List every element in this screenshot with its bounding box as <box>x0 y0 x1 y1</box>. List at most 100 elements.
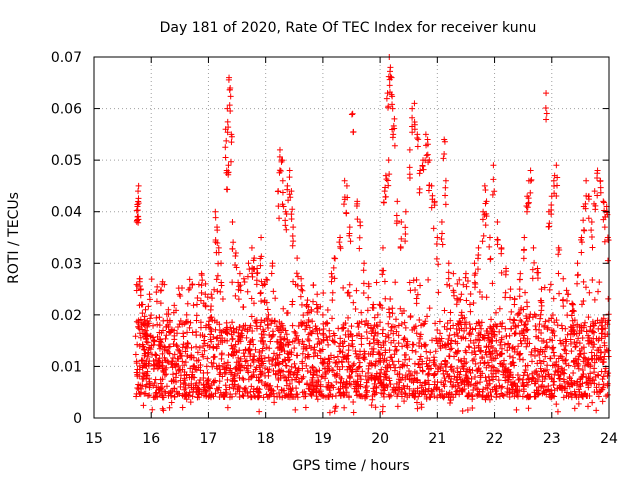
data-point <box>193 312 200 319</box>
background-point <box>144 339 151 346</box>
background-point <box>279 322 286 329</box>
background-point <box>462 319 469 326</box>
data-point <box>151 361 158 368</box>
background-point <box>302 326 309 333</box>
background-point <box>453 329 460 336</box>
background-point <box>227 324 234 331</box>
background-point <box>345 289 352 296</box>
background-point <box>299 320 306 327</box>
y-tick-label: 0 <box>73 411 82 427</box>
y-tick-label: 0.03 <box>51 256 82 272</box>
background-point <box>135 323 142 330</box>
data-point <box>183 318 190 325</box>
background-point <box>369 345 376 352</box>
background-point <box>515 376 522 383</box>
background-point <box>410 277 417 284</box>
data-point <box>269 262 276 269</box>
background-point <box>325 355 332 362</box>
background-point <box>248 383 255 390</box>
background-point <box>193 357 200 364</box>
background-point <box>289 376 296 383</box>
background-point <box>399 361 406 368</box>
data-point <box>394 198 401 205</box>
background-point <box>588 338 595 345</box>
data-point <box>585 193 592 200</box>
background-point <box>358 309 365 316</box>
background-point <box>150 322 157 329</box>
data-point <box>523 208 530 215</box>
background-point <box>132 333 139 340</box>
data-point <box>276 153 283 160</box>
background-point <box>504 368 511 375</box>
background-point <box>143 372 150 379</box>
data-point <box>288 188 295 195</box>
background-point <box>496 305 503 312</box>
background-point <box>296 379 303 386</box>
data-point <box>417 167 424 174</box>
background-point <box>562 336 569 343</box>
background-point <box>522 327 529 334</box>
data-point <box>429 192 436 199</box>
background-point <box>235 296 242 303</box>
data-point <box>525 200 532 207</box>
background-point <box>252 346 259 353</box>
data-point <box>289 232 296 239</box>
background-point <box>222 329 229 336</box>
background-point <box>436 364 443 371</box>
background-point <box>339 349 346 356</box>
background-point <box>157 300 164 307</box>
background-point <box>528 351 535 358</box>
background-point <box>562 356 569 363</box>
data-point <box>386 171 393 178</box>
background-point <box>413 295 420 302</box>
data-point <box>384 177 391 184</box>
background-point <box>570 322 577 329</box>
background-point <box>441 307 448 314</box>
background-point <box>258 360 265 367</box>
data-point <box>527 189 534 196</box>
data-point <box>439 241 446 248</box>
background-point <box>208 314 215 321</box>
background-point <box>579 380 586 387</box>
background-point <box>247 339 254 346</box>
data-point <box>165 328 172 335</box>
background-point <box>546 336 553 343</box>
background-point <box>593 384 600 391</box>
background-point <box>200 392 207 399</box>
background-point <box>414 405 421 412</box>
background-point <box>338 359 345 366</box>
background-point <box>511 330 518 337</box>
background-point <box>278 367 285 374</box>
background-point <box>234 386 241 393</box>
background-point <box>254 356 261 363</box>
data-point <box>537 311 544 318</box>
background-point <box>540 358 547 365</box>
background-point <box>506 353 513 360</box>
background-point <box>276 327 283 334</box>
background-point <box>200 337 207 344</box>
background-point <box>497 339 504 346</box>
data-point <box>134 201 141 208</box>
background-point <box>168 378 175 385</box>
background-point <box>207 392 214 399</box>
background-point <box>331 339 338 346</box>
background-point <box>575 335 582 342</box>
background-point <box>365 365 372 372</box>
background-point <box>269 356 276 363</box>
background-point <box>243 365 250 372</box>
background-point <box>418 322 425 329</box>
data-point <box>424 141 431 148</box>
data-point <box>139 326 146 333</box>
background-point <box>157 380 164 387</box>
background-point <box>145 350 152 357</box>
background-point <box>583 328 590 335</box>
data-point <box>570 301 577 308</box>
background-point <box>216 332 223 339</box>
background-point <box>549 345 556 352</box>
background-point <box>260 328 267 335</box>
background-point <box>378 366 385 373</box>
background-point <box>575 400 582 407</box>
data-point <box>164 322 171 329</box>
background-point <box>332 403 339 410</box>
